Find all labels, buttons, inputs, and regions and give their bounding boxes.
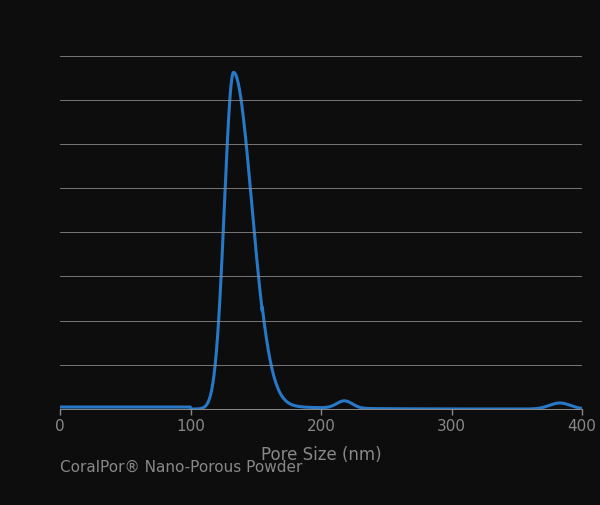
Text: CoralPor® Nano-Porous Powder: CoralPor® Nano-Porous Powder xyxy=(60,460,302,475)
X-axis label: Pore Size (nm): Pore Size (nm) xyxy=(260,445,382,464)
